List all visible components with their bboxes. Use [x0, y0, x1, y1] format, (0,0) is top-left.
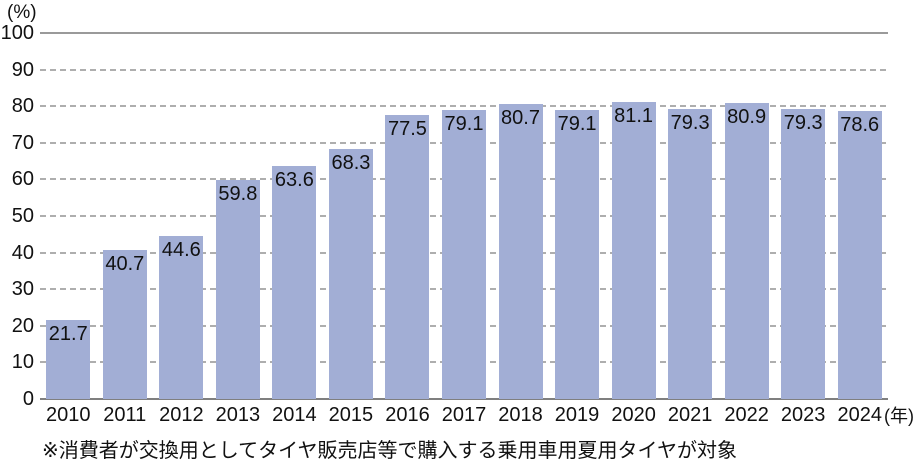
bar-value-label-2023: 79.3: [783, 111, 823, 134]
gridline-100: [40, 32, 888, 34]
x-tick-label-2023: 2023: [780, 404, 826, 426]
x-tick-label-2014: 2014: [272, 404, 317, 426]
bar-slot-2020: 81.1: [605, 33, 662, 399]
bar-value-label-2011: 40.7: [105, 253, 145, 276]
y-axis-unit-label: (%): [7, 2, 37, 23]
bar-slot-2018: 80.7: [492, 33, 549, 399]
bar-value-label-2017: 79.1: [444, 112, 484, 135]
bar-slot-2015: 68.3: [323, 33, 380, 399]
bar-2012: 44.6: [159, 235, 204, 399]
y-tick-label-40: 40: [11, 241, 34, 264]
x-tick-label-2024: 2024: [837, 404, 882, 426]
bar-value-label-2010: 21.7: [48, 322, 88, 345]
bar-2023: 79.3: [781, 108, 826, 399]
bar-2016: 77.5: [385, 115, 430, 399]
y-tick-label-80: 80: [11, 95, 34, 118]
y-tick-label-20: 20: [11, 314, 34, 337]
bar-slot-2023: 79.3: [775, 33, 832, 399]
bar-slot-2017: 79.1: [436, 33, 493, 399]
bar-slot-2016: 77.5: [379, 33, 436, 399]
bar-value-label-2019: 79.1: [557, 112, 597, 135]
y-tick-label-90: 90: [11, 58, 34, 81]
bar-2022: 80.9: [724, 102, 769, 399]
x-axis-unit-label: (年): [884, 406, 914, 426]
x-tick-label-2010: 2010: [46, 404, 91, 426]
bar-2013: 59.8: [215, 180, 260, 399]
bar-2021: 79.3: [668, 108, 713, 399]
bar-slot-2012: 44.6: [153, 33, 210, 399]
bar-2024: 78.6: [837, 111, 882, 399]
y-tick-label-50: 50: [11, 205, 34, 227]
gridline-0: [40, 398, 888, 400]
x-axis-tick-labels: 2010 2011 2012 2013 2014 2015 2016 2017 2018 2019…: [40, 403, 888, 427]
x-tick-label-2011: 2011: [103, 404, 147, 426]
bar-value-label-2020: 81.1: [614, 105, 654, 128]
bar-value-label-2022: 80.9: [727, 105, 767, 128]
y-tick-label-70: 70: [11, 131, 34, 154]
bar-value-label-2012: 44.6: [161, 238, 201, 261]
gridline-80: [40, 105, 888, 108]
x-tick-label-2021: 2021: [667, 404, 713, 426]
bar-value-label-2024: 78.6: [840, 114, 880, 137]
x-tick-label-2017: 2017: [441, 404, 487, 426]
bar-value-label-2013: 59.8: [218, 183, 258, 206]
bar-slot-2024: 78.6: [831, 33, 888, 399]
y-tick-label-100: 100: [0, 22, 34, 44]
bar-slot-2013: 59.8: [210, 33, 267, 399]
y-tick-label-60: 60: [11, 168, 34, 191]
bar-2020: 81.1: [611, 102, 656, 399]
y-tick-label-0: 0: [22, 388, 34, 410]
x-tick-label-2019: 2019: [554, 404, 600, 426]
bar-slot-2021: 79.3: [662, 33, 719, 399]
bar-2017: 79.1: [441, 109, 486, 399]
bar-value-label-2014: 63.6: [274, 169, 314, 192]
bar-slot-2010: 21.7: [40, 33, 97, 399]
x-tick-label-2016: 2016: [385, 404, 430, 426]
bar-slot-2022: 80.9: [718, 33, 775, 399]
bar-2014: 63.6: [272, 166, 317, 399]
x-tick-label-2015: 2015: [328, 404, 374, 426]
plot-area: 21.7 40.7 44.6 59.8 63.6 68.3 77.5 79.1 80.7 79.1…: [40, 32, 888, 400]
footnote: ※消費者が交換用としてタイヤ販売店等で購入する乗用車用夏用タイヤが対象: [42, 440, 737, 462]
bar-value-label-2015: 68.3: [331, 152, 371, 175]
x-tick-label-2020: 2020: [611, 404, 656, 426]
y-tick-label-10: 10: [11, 351, 34, 374]
bar-slot-2014: 63.6: [266, 33, 323, 399]
gridline-90: [40, 68, 888, 71]
bar-2015: 68.3: [328, 149, 373, 399]
bar-2018: 80.7: [498, 103, 543, 399]
bar-series: 21.7 40.7 44.6 59.8 63.6 68.3 77.5 79.1 80.7 79.1…: [40, 33, 888, 399]
bar-value-label-2018: 80.7: [501, 106, 540, 129]
x-tick-label-2013: 2013: [215, 404, 261, 426]
bar-2019: 79.1: [555, 109, 600, 399]
y-tick-label-30: 30: [11, 278, 34, 301]
bar-value-label-2016: 77.5: [387, 118, 427, 141]
bar-slot-2019: 79.1: [549, 33, 606, 399]
x-tick-label-2018: 2018: [498, 404, 543, 426]
y-axis-tick-labels: 0 10 20 30 40 50 60 70 80 90 100: [0, 0, 34, 472]
x-tick-label-2012: 2012: [159, 404, 204, 426]
bar-value-label-2021: 79.3: [670, 111, 710, 134]
bar-2011: 40.7: [102, 250, 147, 399]
x-tick-label-2022: 2022: [724, 404, 769, 426]
bar-2010: 21.7: [46, 319, 91, 399]
bar-slot-2011: 40.7: [97, 33, 154, 399]
